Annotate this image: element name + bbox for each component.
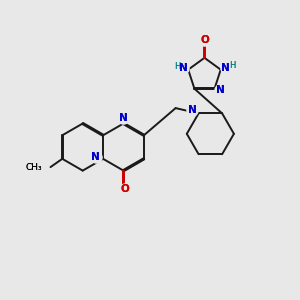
Text: N: N: [92, 152, 100, 162]
Text: N: N: [188, 105, 197, 115]
Text: N: N: [118, 112, 127, 123]
Text: N: N: [216, 85, 225, 95]
Text: N: N: [221, 63, 230, 73]
Text: O: O: [200, 34, 209, 45]
Text: N: N: [118, 112, 127, 123]
Text: CH₃: CH₃: [26, 163, 42, 172]
Text: N: N: [221, 63, 230, 73]
Text: H: H: [229, 61, 235, 70]
Text: CH₃: CH₃: [26, 163, 42, 172]
Text: H: H: [174, 62, 180, 71]
Text: O: O: [121, 184, 129, 194]
Text: N: N: [178, 63, 187, 73]
Text: N: N: [188, 105, 197, 115]
Text: N: N: [178, 63, 187, 73]
Text: H: H: [174, 62, 180, 71]
Text: O: O: [200, 34, 209, 45]
Text: H: H: [229, 61, 235, 70]
Text: N: N: [216, 85, 225, 95]
Text: N: N: [92, 152, 100, 162]
Text: O: O: [121, 184, 129, 194]
